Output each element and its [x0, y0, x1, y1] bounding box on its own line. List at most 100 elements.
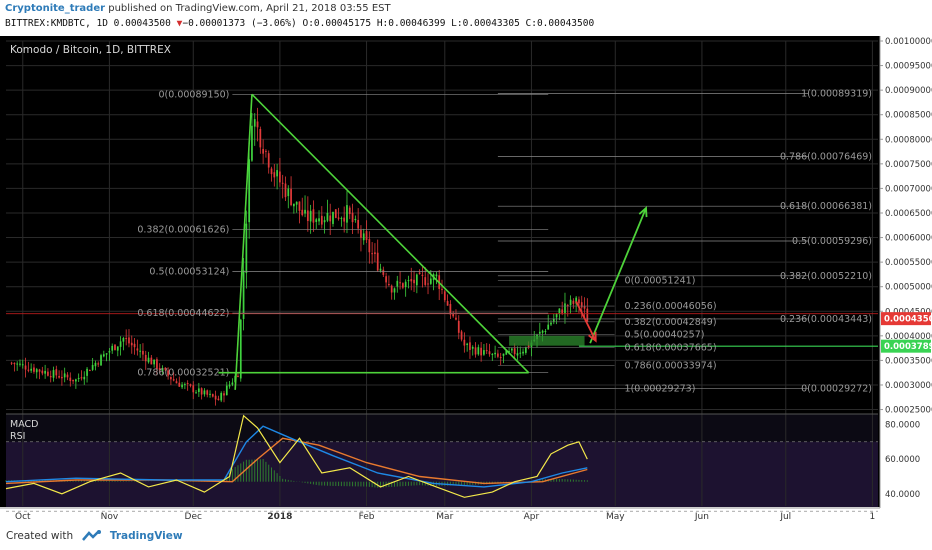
candle-body — [371, 253, 373, 255]
candle-body — [318, 218, 320, 222]
candle-body — [413, 279, 415, 284]
candle-body — [544, 330, 547, 332]
header-bar: Cryptonite_trader published on TradingVi… — [0, 0, 932, 36]
author-link[interactable]: Cryptonite_trader — [5, 3, 106, 14]
candle-body — [385, 276, 387, 283]
ohlc-values: O:0.00045175 H:0.00046399 L:0.00043305 C… — [302, 18, 595, 29]
fib-left-label: 0.786(0.00032521) — [137, 368, 229, 379]
candle-body — [435, 274, 438, 277]
tradingview-brand[interactable]: TradingView — [109, 530, 183, 542]
candle-body — [541, 330, 544, 333]
candle-body — [47, 371, 49, 376]
candle-body — [172, 379, 175, 381]
candle-body — [491, 353, 494, 355]
candle-body — [237, 375, 239, 378]
candle-body — [41, 370, 44, 374]
candle-body — [376, 252, 379, 271]
candle-body — [265, 150, 267, 152]
candle-body — [301, 209, 304, 216]
candle-body — [136, 348, 139, 351]
candle-body — [287, 188, 290, 197]
candle-body — [217, 398, 220, 401]
candle-body — [248, 159, 251, 223]
candle-body — [519, 352, 522, 354]
time-tick-label: Jul — [779, 512, 791, 522]
candle-body — [170, 376, 172, 380]
candle-body — [326, 212, 329, 221]
candle-body — [466, 343, 469, 345]
candle-body — [477, 347, 480, 355]
candle-body — [91, 364, 94, 370]
candle-body — [105, 353, 108, 355]
created-with: Created with TradingView — [6, 530, 183, 542]
candle-body — [192, 385, 195, 393]
fib-right-label: 0(0.00029272) — [801, 384, 872, 395]
candle-body — [211, 394, 214, 397]
candle-body — [16, 363, 19, 365]
candle-body — [116, 346, 119, 351]
candle-body — [351, 212, 354, 223]
change-down-icon: ▼ — [176, 18, 183, 29]
candle-body — [362, 233, 365, 241]
candle-body — [309, 210, 312, 222]
candle-body — [396, 280, 399, 287]
candle-body — [524, 346, 527, 353]
price-tick-label: 0.00030000 — [885, 381, 932, 391]
candle-body — [323, 220, 326, 223]
candle-body — [393, 288, 396, 293]
fib-left-label: 0.618(0.00044622) — [137, 308, 229, 319]
candle-body — [566, 305, 569, 307]
candle-body — [72, 379, 74, 382]
symbol-price: BITTREX:KMDBTC, 1D 0.00043500 — [5, 18, 171, 29]
fib-right-label: 1(0.00089319) — [801, 88, 872, 99]
candle-body — [125, 337, 128, 339]
candle-body — [388, 284, 390, 286]
candle-body — [360, 229, 362, 238]
candle-body — [293, 203, 295, 207]
candle-body — [418, 272, 421, 274]
candle-body — [441, 288, 443, 290]
candle-body — [203, 390, 206, 395]
candle-body — [114, 344, 116, 351]
time-tick-label: Jun — [694, 512, 709, 522]
candle-body — [354, 218, 357, 221]
candle-body — [209, 393, 211, 395]
time-tick-label: May — [606, 512, 625, 522]
change-value: −0.00001373 (−3.06%) — [182, 18, 297, 29]
last-price-tag-bg — [881, 312, 931, 326]
candle-body — [276, 170, 278, 177]
candle-body — [399, 282, 401, 284]
candle-body — [52, 370, 55, 378]
candle-body — [580, 302, 583, 308]
candle-body — [259, 128, 262, 148]
candle-body — [572, 300, 575, 304]
candle-body — [27, 369, 30, 371]
candle-body — [555, 313, 558, 318]
price-tick-label: 0.00055000 — [885, 258, 932, 268]
candle-body — [184, 384, 186, 386]
chart[interactable]: 0(0.00089150) 0.382(0.00061626) 0.5(0.0005… — [0, 36, 932, 524]
price-tick-label: 0.00025000 — [885, 406, 932, 416]
macd-line — [5, 425, 588, 488]
candle-body — [156, 359, 158, 370]
candle-body — [312, 209, 315, 223]
fib-mid-label: 1(0.00029273) — [625, 384, 696, 395]
fib-mid-label: 0(0.00051241) — [625, 276, 696, 287]
candle-body — [586, 308, 589, 322]
candle-body — [88, 370, 91, 372]
candle-body — [460, 331, 463, 340]
time-tick-label: Apr — [524, 512, 540, 522]
candle-body — [164, 367, 167, 370]
candle-body — [284, 183, 287, 198]
arrowhead-down-projection — [588, 331, 597, 343]
candle-body — [273, 172, 276, 178]
candle-body — [13, 362, 16, 365]
candle-body — [195, 392, 197, 394]
candle-body — [290, 188, 292, 206]
price-axis-panel — [880, 36, 932, 524]
candle-body — [33, 367, 35, 372]
indicator-tick-label: 40.0000 — [885, 490, 920, 500]
candle-body — [343, 217, 346, 222]
rsi-band — [6, 441, 878, 512]
time-tick-label: Oct — [15, 512, 31, 522]
